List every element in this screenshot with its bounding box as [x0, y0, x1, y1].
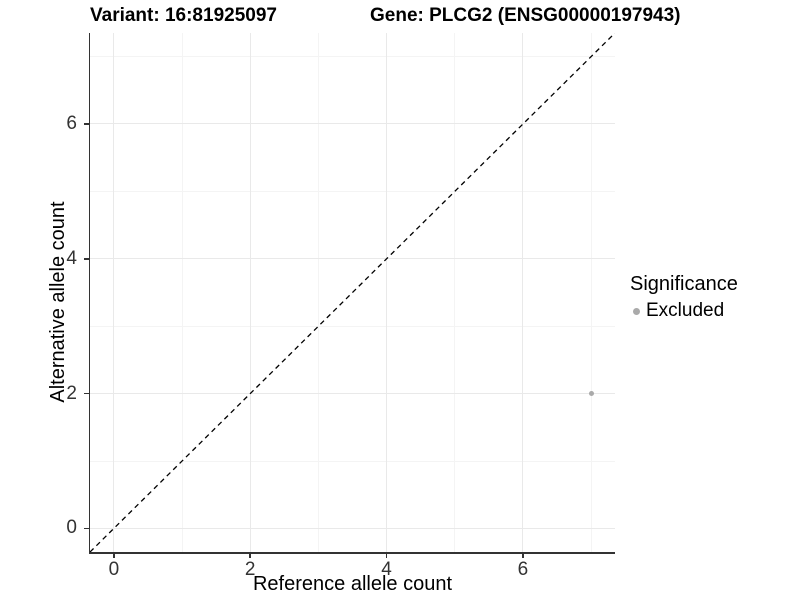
- legend-entry-label: Excluded: [646, 300, 725, 321]
- y-tick-mark: [84, 392, 89, 395]
- gridline-x-major: [386, 33, 388, 552]
- y-tick-label: 4: [66, 247, 77, 269]
- gridline-x-minor: [590, 33, 592, 552]
- gridline-x-minor: [454, 33, 456, 552]
- plot-title-variant: Variant: 16:81925097: [90, 5, 277, 26]
- y-axis-line: [88, 33, 90, 554]
- plot-title-gene: Gene: PLCG2 (ENSG00000197943): [370, 5, 681, 26]
- x-axis-line: [88, 552, 615, 554]
- legend-entry-excluded: Excluded: [630, 300, 738, 322]
- gridline-y-minor: [90, 325, 615, 327]
- gridline-y-major: [90, 258, 615, 260]
- gridline-y-major: [90, 527, 615, 529]
- x-tick-mark: [385, 553, 388, 558]
- x-tick-mark: [522, 553, 524, 558]
- gridline-y-minor: [90, 56, 615, 58]
- gridline-x-minor: [181, 33, 183, 552]
- y-tick-label: 0: [66, 517, 77, 539]
- y-axis-title: Alternative allele count: [47, 201, 69, 403]
- y-tick-mark: [84, 258, 89, 260]
- identity-line: [90, 33, 615, 552]
- gridline-x-major: [249, 33, 251, 552]
- gridline-x-minor: [317, 33, 319, 552]
- y-tick-mark: [84, 123, 89, 125]
- y-tick-label: 6: [66, 112, 77, 134]
- data-point: [588, 391, 594, 397]
- x-axis-title: Reference allele count: [252, 573, 452, 595]
- gridline-x-major: [113, 33, 115, 552]
- x-tick-label: 6: [517, 559, 529, 580]
- y-tick-mark: [84, 527, 89, 530]
- excluded-point-icon: [633, 307, 640, 315]
- x-tick-label: 0: [108, 559, 120, 580]
- legend-title: Significance: [630, 273, 738, 295]
- identity-line-layer: [90, 33, 615, 552]
- x-tick-mark: [113, 553, 115, 558]
- gridline-y-major: [90, 123, 615, 125]
- legend: Significance Excluded: [630, 274, 738, 322]
- x-tick-mark: [249, 553, 251, 558]
- gridline-y-minor: [90, 190, 615, 192]
- gridline-y-major: [90, 393, 615, 395]
- gridline-y-minor: [90, 460, 615, 462]
- x-tick-label: 2: [244, 559, 256, 580]
- y-tick-label: 2: [66, 382, 77, 404]
- x-tick-label: 4: [381, 559, 392, 580]
- gridline-x-major: [522, 33, 524, 552]
